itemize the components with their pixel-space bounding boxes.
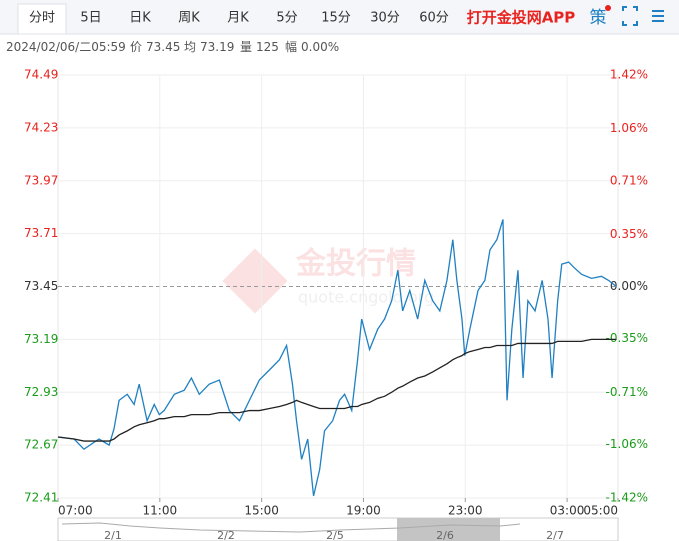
y-tick-label: 73.71 <box>24 226 58 240</box>
tab[interactable]: 周K <box>178 11 200 26</box>
tab[interactable]: 15分 <box>321 11 351 26</box>
info-label: 幅 <box>285 39 297 54</box>
grid <box>57 74 619 499</box>
tab[interactable]: 60分 <box>419 11 449 26</box>
y2-tick-label: -1.42% <box>606 491 648 505</box>
y-tick-label: 72.93 <box>24 385 58 399</box>
y-tick-label: 74.49 <box>24 68 58 82</box>
navigator-selection[interactable] <box>397 518 500 541</box>
info-value: 125 <box>256 40 279 54</box>
navigator-label: 2/5 <box>326 529 344 541</box>
fullscreen-icon[interactable] <box>622 6 638 26</box>
tab[interactable]: 分时 <box>29 11 55 26</box>
y-tick-label: 72.41 <box>24 491 58 505</box>
strategy-button[interactable]: 策 <box>590 8 607 28</box>
x-tick-label: 23:00 <box>448 504 483 518</box>
price-line <box>57 338 617 442</box>
x-tick-label: 15:00 <box>244 504 279 518</box>
x-tick-label: 19:00 <box>346 504 381 518</box>
y2-tick-label: 0.35% <box>610 227 648 241</box>
watermark-title: 金投行情 <box>295 247 416 282</box>
y2-tick-label: -0.71% <box>606 385 648 399</box>
tab[interactable]: 30分 <box>370 11 400 26</box>
app-link[interactable]: 打开金投网APP <box>467 9 576 27</box>
x-tick-label: 03:00 <box>550 504 585 518</box>
navigator-label: 2/1 <box>104 529 122 541</box>
navigator-label: 2/7 <box>546 529 564 541</box>
y-tick-label: 73.19 <box>24 332 58 346</box>
tab[interactable]: 日K <box>129 11 151 26</box>
info-value: 73.45 <box>146 40 180 54</box>
settings-icon[interactable] <box>652 10 664 22</box>
info-line: 2024/02/06/二05:59 价 73.45 均 73.19 量 125 … <box>6 39 339 54</box>
info-label: 价 <box>130 40 142 54</box>
tab[interactable]: 5日 <box>80 11 101 26</box>
info-datetime: 2024/02/06/二05:59 <box>6 40 126 54</box>
y2-tick-label: 1.42% <box>610 68 648 82</box>
y-tick-label: 74.23 <box>24 120 58 134</box>
y2-tick-label: 0.71% <box>610 173 648 187</box>
tab[interactable]: 月K <box>227 11 249 26</box>
y2-tick-label: 1.06% <box>610 121 648 135</box>
y-tick-label: 72.67 <box>24 438 58 452</box>
active-tab <box>17 3 67 35</box>
y2-tick-label: -1.06% <box>606 437 648 451</box>
notice-dot <box>605 5 611 11</box>
x-tick-label: 11:00 <box>143 504 178 518</box>
y2-tick-label: 0.00% <box>610 279 648 293</box>
toolbar <box>0 0 679 34</box>
x-tick-label: 05:00 <box>583 504 618 518</box>
navigator-sketch <box>61 522 521 533</box>
price-line <box>57 219 617 497</box>
tab[interactable]: 5分 <box>276 11 297 26</box>
info-value: 0.00% <box>301 40 339 54</box>
info-label: 量 <box>240 40 252 54</box>
navigator-label: 2/2 <box>217 529 235 541</box>
y-tick-label: 73.97 <box>24 173 58 187</box>
watermark-logo <box>222 248 288 314</box>
y-tick-label: 73.45 <box>24 279 58 293</box>
x-tick-label: 07:00 <box>58 504 93 518</box>
y2-tick-label: -0.35% <box>606 331 648 345</box>
navigator-label: 2/6 <box>436 529 454 541</box>
info-label: 均 <box>184 40 196 54</box>
info-value: 73.19 <box>200 40 234 54</box>
